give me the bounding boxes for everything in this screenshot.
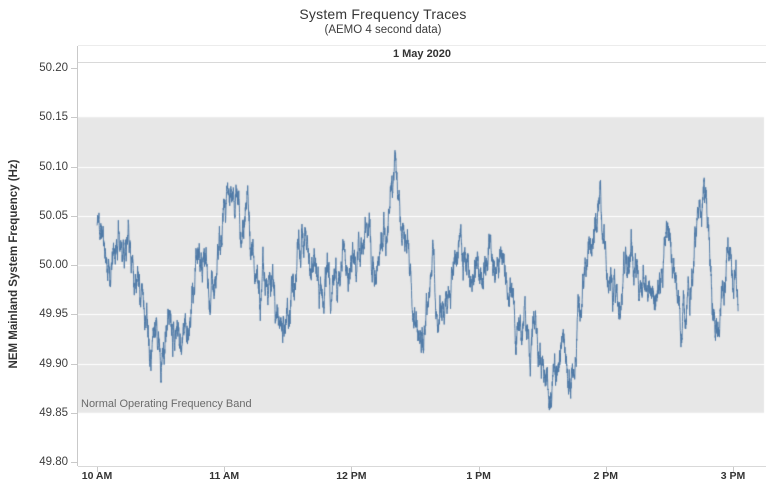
y-tick-mark — [71, 117, 77, 119]
x-tick-mark — [605, 467, 607, 472]
y-tick-mark — [71, 314, 77, 316]
x-tick-label: 2 PM — [593, 470, 619, 482]
y-tick-mark — [71, 166, 77, 168]
x-tick-label: 10 AM — [81, 470, 113, 482]
y-tick-label: 49.85 — [39, 406, 68, 419]
x-tick-mark — [351, 467, 353, 472]
x-tick-label: 3 PM — [720, 470, 746, 482]
panel-header-top-border — [78, 45, 766, 46]
y-tick-label: 50.05 — [39, 209, 68, 222]
x-tick-mark — [97, 467, 98, 472]
y-tick-mark — [71, 68, 77, 69]
frequency-trace-plot — [78, 62, 766, 466]
x-tick-mark — [478, 467, 480, 472]
chart-title: System Frequency Traces — [299, 6, 467, 22]
x-tick-mark — [733, 467, 734, 472]
y-axis-line — [77, 46, 78, 466]
y-tick-mark — [71, 412, 77, 414]
x-tick-mark — [224, 467, 226, 472]
x-tick-label: 11 AM — [209, 470, 240, 482]
y-tick-label: 50.20 — [39, 62, 68, 74]
panel-date-label: 1 May 2020 — [392, 48, 452, 60]
y-tick-label: 49.90 — [39, 357, 68, 370]
normal-band-label: Normal Operating Frequency Band — [81, 398, 252, 410]
y-tick-mark — [71, 363, 77, 365]
y-tick-label: 50.15 — [39, 111, 68, 124]
y-tick-label: 50.00 — [39, 259, 68, 271]
x-axis-line — [78, 466, 766, 467]
x-tick-label: 1 PM — [466, 470, 491, 482]
y-tick-label: 49.80 — [39, 456, 68, 468]
y-axis-title: NEM Mainland System Frequency (Hz) — [8, 159, 20, 369]
y-tick-mark — [71, 215, 77, 217]
y-tick-mark — [71, 265, 77, 266]
chart-subtitle: (AEMO 4 second data) — [324, 24, 442, 36]
y-tick-label: 50.10 — [39, 160, 68, 173]
x-tick-label: 12 PM — [336, 470, 367, 482]
y-tick-mark — [71, 462, 77, 463]
y-tick-label: 49.95 — [39, 308, 68, 321]
